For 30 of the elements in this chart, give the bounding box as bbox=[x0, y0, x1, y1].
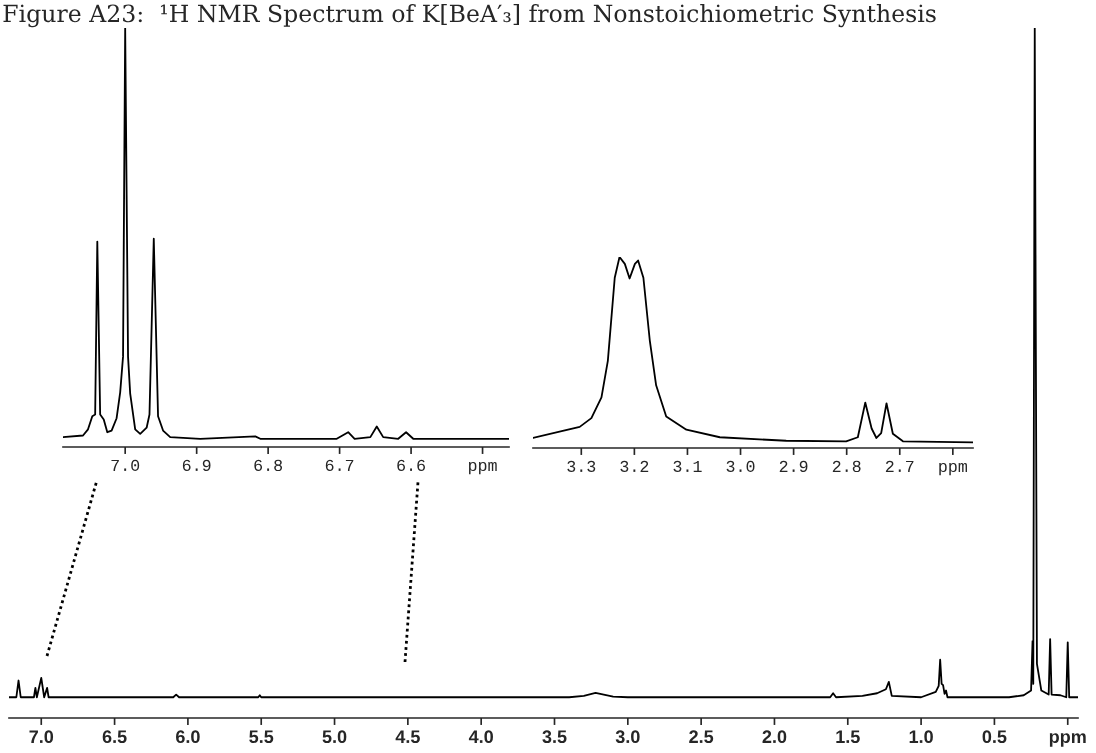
x-tick-label: 2.7 bbox=[885, 460, 914, 472]
x-tick-label: 3.3 bbox=[567, 460, 596, 473]
x-tick-label: 2.8 bbox=[832, 460, 861, 473]
x-tick-label: 6.5 bbox=[102, 730, 127, 744]
x-tick-label: 5.5 bbox=[249, 730, 274, 744]
x-tick-label: 1.0 bbox=[909, 730, 933, 744]
x-tick-label: 3.0 bbox=[726, 460, 755, 473]
chart-title: Figure A23: ¹H NMR Spectrum of K[BeA′₃] from Nonstoichiometric Synthesis bbox=[3, 4, 936, 28]
x-tick-label: 2.5 bbox=[689, 730, 714, 744]
x-tick-label: 1.5 bbox=[836, 730, 860, 744]
x-tick-label: ppm bbox=[939, 462, 967, 476]
x-tick-label: ppm bbox=[469, 461, 497, 475]
x-tick-label: 2.9 bbox=[779, 460, 808, 473]
x-tick-label: 5.0 bbox=[322, 730, 347, 744]
x-tick-label: 6.8 bbox=[254, 459, 283, 472]
x-tick-label: 4.5 bbox=[395, 730, 420, 744]
x-tick-label: 6.6 bbox=[397, 459, 425, 472]
x-tick-label: 7.0 bbox=[29, 730, 54, 744]
x-tick-label: 6.7 bbox=[325, 459, 354, 472]
x-tick-label: 3.1 bbox=[673, 460, 702, 473]
x-tick-label: 6.9 bbox=[182, 459, 211, 472]
x-tick-label: ppm bbox=[1049, 733, 1086, 747]
x-tick-label: 3.2 bbox=[620, 460, 649, 473]
x-tick-label: 4.0 bbox=[468, 730, 493, 744]
x-tick-label: 2.0 bbox=[762, 730, 787, 744]
x-tick-label: 6.0 bbox=[176, 730, 200, 744]
x-tick-label: 0.5 bbox=[982, 730, 1007, 744]
x-tick-label: 3.0 bbox=[615, 730, 640, 744]
x-tick-label: 7.0 bbox=[111, 459, 140, 472]
x-tick-label: 3.5 bbox=[542, 730, 567, 744]
